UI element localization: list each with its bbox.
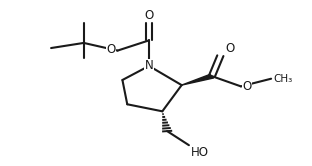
Text: O: O	[226, 42, 235, 55]
Text: HO: HO	[191, 146, 209, 160]
Text: O: O	[144, 9, 154, 22]
Text: N: N	[145, 59, 154, 72]
Text: CH₃: CH₃	[273, 74, 292, 84]
Text: O: O	[242, 80, 251, 92]
Polygon shape	[182, 74, 214, 85]
Text: O: O	[106, 43, 116, 56]
